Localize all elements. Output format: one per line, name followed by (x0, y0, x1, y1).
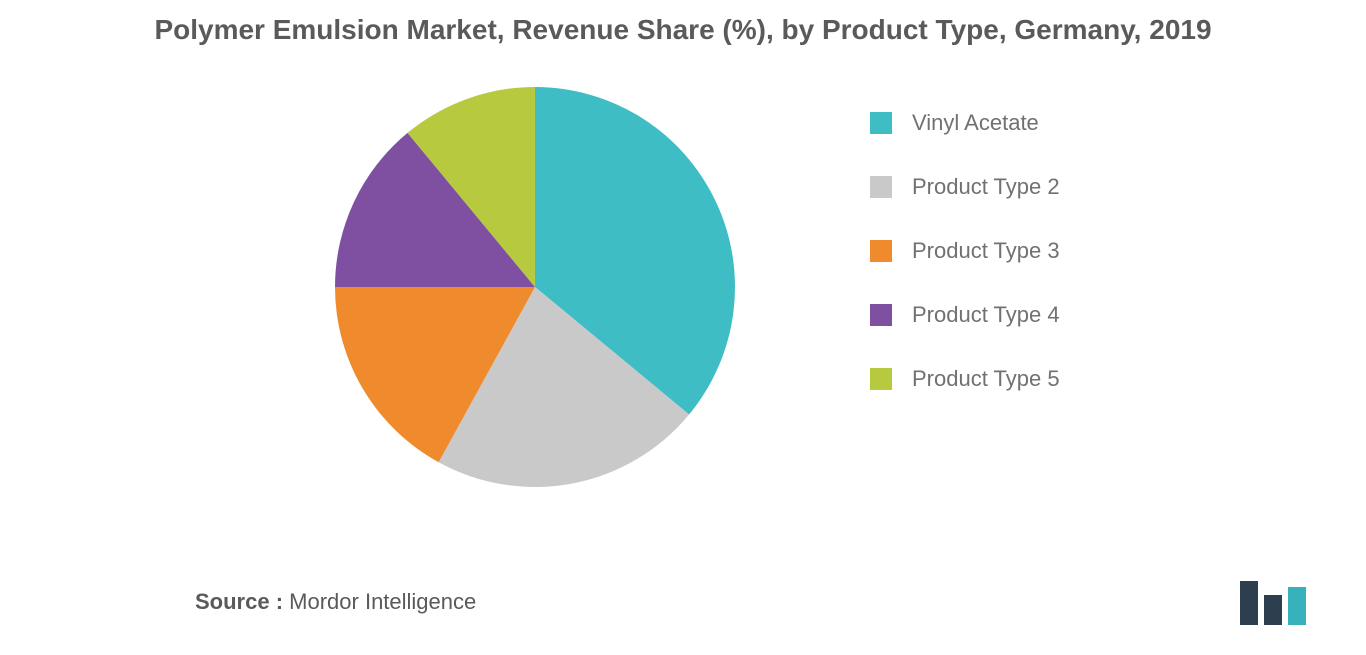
chart-container: Polymer Emulsion Market, Revenue Share (… (0, 0, 1366, 655)
legend-label-4: Product Type 5 (912, 366, 1060, 392)
chart-title: Polymer Emulsion Market, Revenue Share (… (0, 14, 1366, 46)
legend: Vinyl Acetate Product Type 2 Product Type … (870, 110, 1060, 392)
source-line: Source : Mordor Intelligence (195, 589, 476, 615)
logo-bar-0 (1240, 581, 1258, 625)
legend-item-1: Product Type 2 (870, 174, 1060, 200)
legend-swatch-0 (870, 112, 892, 134)
source-text: Mordor Intelligence (289, 589, 476, 614)
brand-logo (1240, 575, 1320, 625)
source-label: Source : (195, 589, 283, 614)
legend-item-2: Product Type 3 (870, 238, 1060, 264)
logo-bar-1 (1264, 595, 1282, 625)
legend-label-0: Vinyl Acetate (912, 110, 1039, 136)
legend-swatch-2 (870, 240, 892, 262)
pie-chart (330, 82, 740, 492)
legend-swatch-3 (870, 304, 892, 326)
legend-swatch-4 (870, 368, 892, 390)
legend-label-3: Product Type 4 (912, 302, 1060, 328)
legend-label-1: Product Type 2 (912, 174, 1060, 200)
legend-item-3: Product Type 4 (870, 302, 1060, 328)
legend-item-4: Product Type 5 (870, 366, 1060, 392)
legend-item-0: Vinyl Acetate (870, 110, 1060, 136)
legend-swatch-1 (870, 176, 892, 198)
legend-label-2: Product Type 3 (912, 238, 1060, 264)
logo-bar-2 (1288, 587, 1306, 625)
